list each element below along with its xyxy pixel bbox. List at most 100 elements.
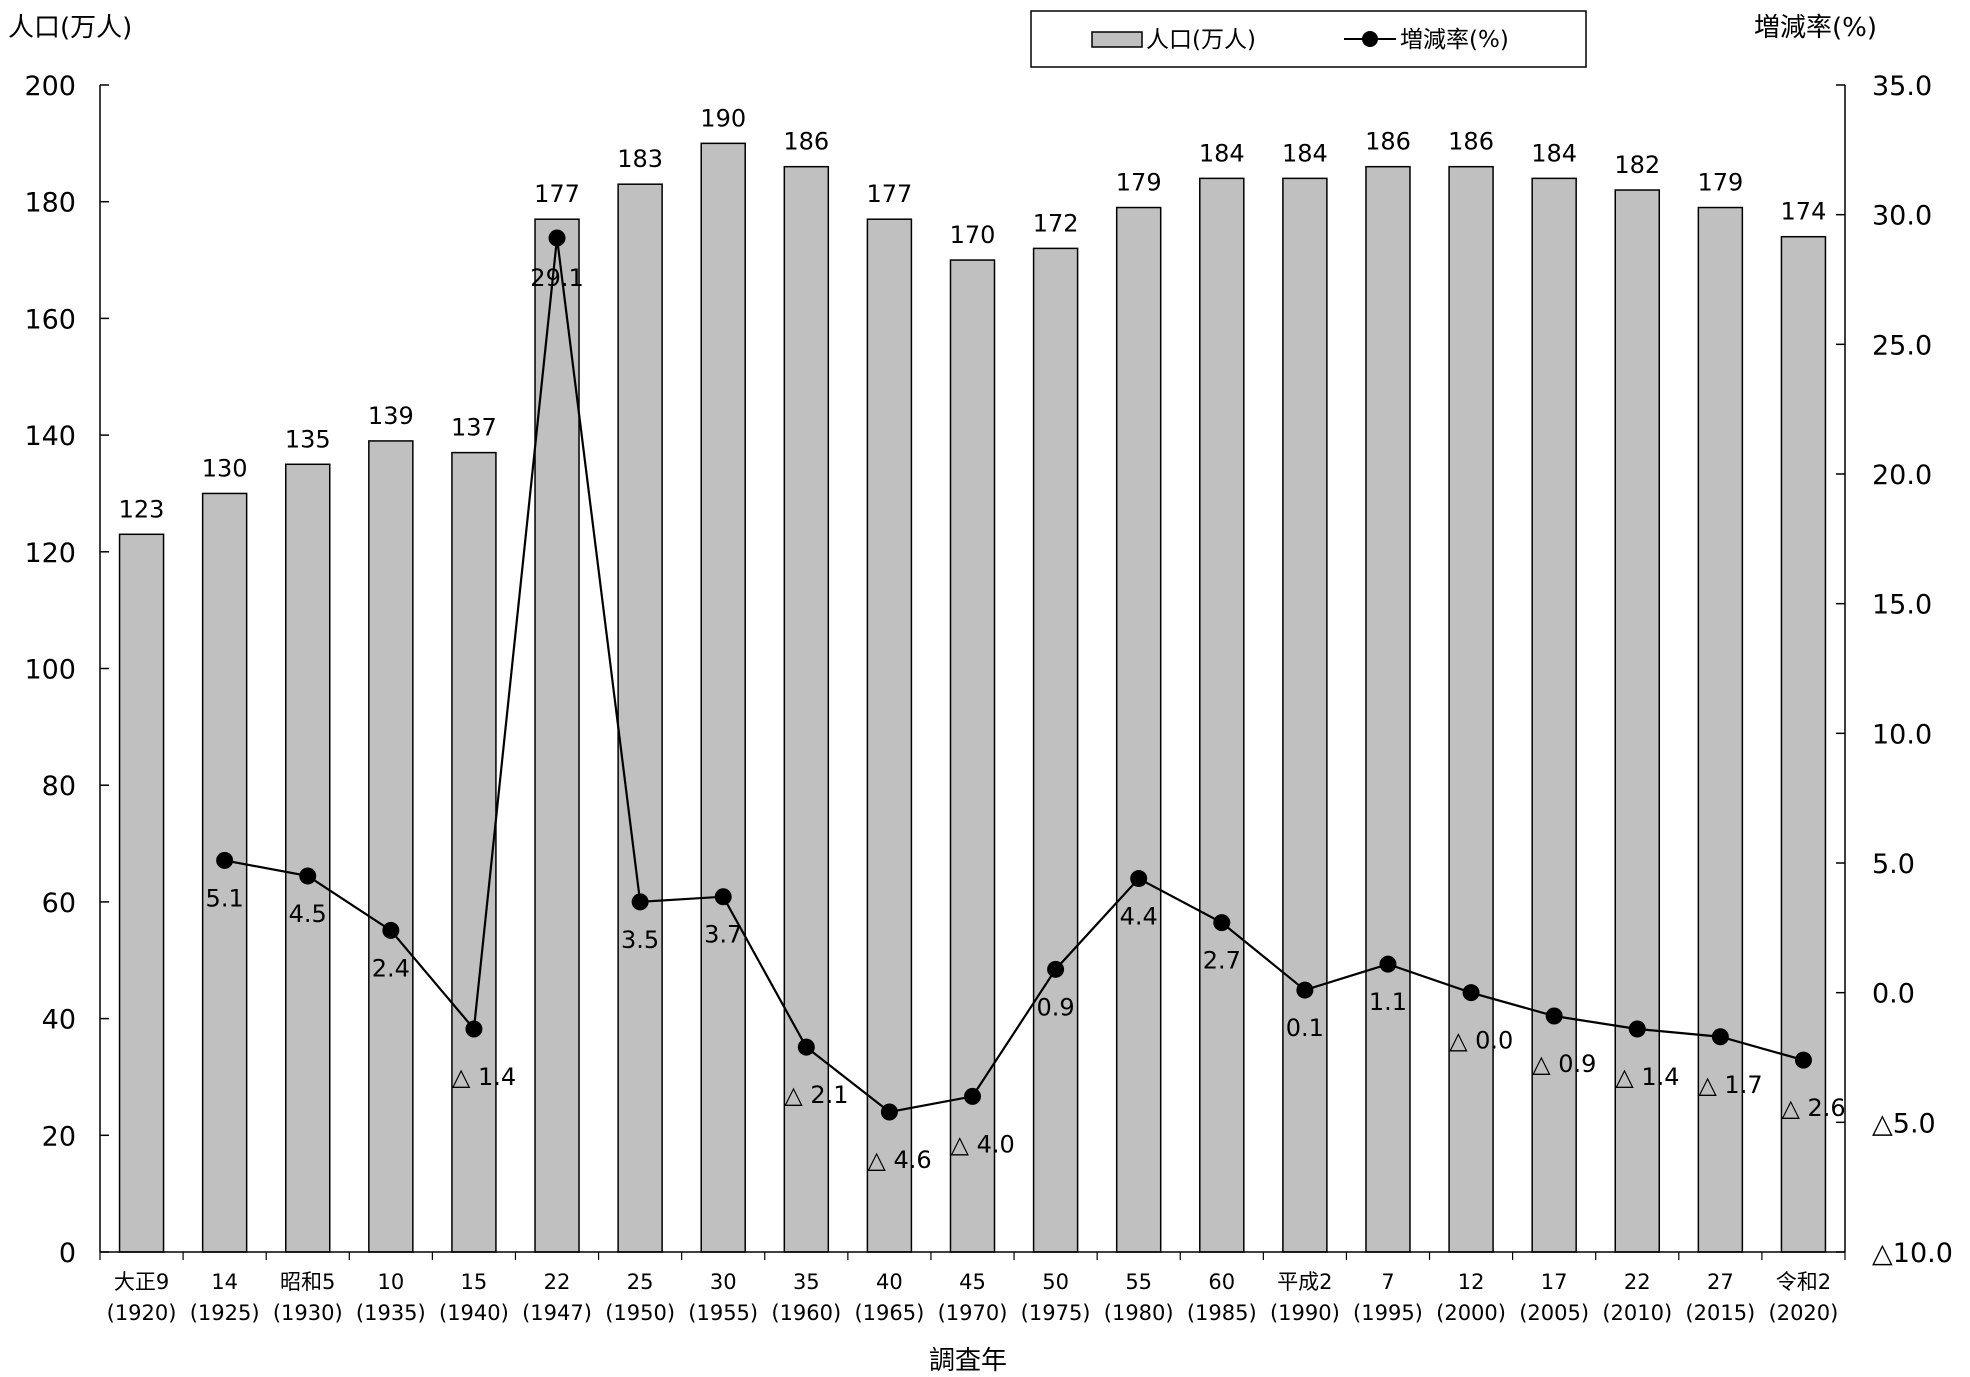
rate-marker bbox=[964, 1087, 981, 1105]
x-tick-label-year: (1975) bbox=[1021, 1301, 1091, 1325]
bars-group bbox=[118, 142, 1827, 1253]
legend-label-population: 人口(万人) bbox=[1146, 27, 1256, 53]
x-tick-label-year: (2010) bbox=[1602, 1301, 1672, 1325]
x-tick-label-era: 22 bbox=[544, 1270, 571, 1294]
rate-marker bbox=[1379, 955, 1397, 973]
rate-marker bbox=[299, 867, 317, 885]
population-bar bbox=[783, 165, 830, 1253]
population-bar bbox=[617, 183, 663, 1253]
population-bar bbox=[1531, 177, 1577, 1253]
right-tick-label: 25.0 bbox=[1872, 330, 1932, 361]
right-axis-title: 増減率(%) bbox=[1754, 13, 1877, 43]
rate-marker bbox=[548, 229, 566, 247]
x-tick-label-era: 昭和5 bbox=[280, 1270, 335, 1294]
x-tick-label-year: (2015) bbox=[1685, 1301, 1755, 1325]
rate-marker bbox=[631, 893, 649, 911]
x-tick-label-year: (2020) bbox=[1769, 1301, 1839, 1325]
rate-marker bbox=[1711, 1028, 1729, 1046]
rate-marker bbox=[1462, 984, 1480, 1002]
population-bar bbox=[700, 142, 746, 1253]
population-value-label: 186 bbox=[783, 128, 829, 156]
x-tick-label-era: 22 bbox=[1624, 1270, 1651, 1294]
population-bar bbox=[368, 440, 414, 1253]
population-bar bbox=[201, 492, 248, 1253]
rate-marker bbox=[1545, 1007, 1563, 1025]
population-value-label: 174 bbox=[1781, 198, 1827, 226]
left-tick-label: 200 bbox=[24, 71, 76, 102]
population-value-label: 179 bbox=[1697, 169, 1743, 197]
left-tick-label: 100 bbox=[24, 655, 76, 686]
left-tick-label: 20 bbox=[42, 1121, 76, 1152]
rate-line-group bbox=[216, 229, 1812, 1121]
rate-value-label: △ 4.0 bbox=[951, 1130, 1015, 1158]
x-tick-label-era: 大正9 bbox=[114, 1270, 169, 1294]
rate-value-label: 3.7 bbox=[704, 921, 742, 949]
legend: 人口(万人) 増減率(%) bbox=[1030, 10, 1587, 68]
axes-group: 0 20 40 60 80 100 120 140 160 180 200 △10.0 △5.0 0.0 5… bbox=[24, 71, 1952, 1325]
x-tick-label-era: 50 bbox=[1042, 1270, 1069, 1294]
x-tick-label-year: (1990) bbox=[1270, 1301, 1340, 1325]
legend-bar-swatch bbox=[1091, 31, 1143, 48]
left-tick-label: 160 bbox=[24, 304, 76, 335]
x-tick-label-year: (1995) bbox=[1353, 1301, 1423, 1325]
x-tick-label-year: (1940) bbox=[439, 1301, 509, 1325]
population-value-label: 139 bbox=[368, 402, 414, 430]
population-value-label: 186 bbox=[1365, 128, 1411, 156]
rate-marker bbox=[1130, 870, 1148, 888]
rate-marker bbox=[1628, 1020, 1646, 1038]
left-tick-label: 180 bbox=[24, 188, 76, 219]
population-bar bbox=[1697, 206, 1744, 1253]
rate-marker bbox=[797, 1038, 815, 1056]
x-tick-label-era: 30 bbox=[710, 1270, 737, 1294]
x-tick-label-year: (1925) bbox=[190, 1301, 260, 1325]
rate-value-label: 0.9 bbox=[1037, 993, 1075, 1021]
right-tick-label: 10.0 bbox=[1872, 719, 1932, 750]
population-bar bbox=[1614, 189, 1661, 1253]
rate-marker bbox=[1047, 960, 1065, 978]
x-tick-label-era: 60 bbox=[1208, 1270, 1235, 1294]
rate-value-label: 4.4 bbox=[1120, 903, 1158, 931]
x-tick-label-year: (2000) bbox=[1436, 1301, 1506, 1325]
rate-value-label: 3.5 bbox=[621, 926, 659, 954]
x-tick-label-era: 27 bbox=[1707, 1270, 1734, 1294]
legend-marker bbox=[1362, 31, 1378, 47]
population-value-label: 184 bbox=[1199, 139, 1245, 167]
x-tick-label-year: (1955) bbox=[688, 1301, 758, 1325]
population-value-label: 177 bbox=[534, 180, 580, 208]
x-tick-label-year: (1985) bbox=[1187, 1301, 1257, 1325]
right-tick-label: △5.0 bbox=[1872, 1108, 1936, 1139]
labels-group: 123 130 135 139 137 177 183 190 186 177 170 172 179 1… bbox=[119, 104, 1846, 1174]
population-value-label: 130 bbox=[202, 454, 248, 482]
population-bar bbox=[1282, 177, 1328, 1253]
rate-value-label: 4.5 bbox=[289, 900, 327, 928]
x-tick-label-era: 7 bbox=[1381, 1270, 1394, 1294]
rate-marker bbox=[216, 851, 234, 869]
x-tick-label-era: 35 bbox=[793, 1270, 820, 1294]
population-value-label: 170 bbox=[950, 221, 996, 249]
left-axis-title: 人口(万人) bbox=[8, 13, 132, 43]
left-tick-label: 40 bbox=[42, 1005, 76, 1036]
x-tick-label-year: (1970) bbox=[938, 1301, 1008, 1325]
population-value-label: 123 bbox=[119, 495, 165, 523]
x-tick-label-era: 12 bbox=[1458, 1270, 1485, 1294]
population-bar bbox=[949, 259, 996, 1253]
population-value-label: 190 bbox=[700, 104, 746, 132]
x-tick-label-year: (1920) bbox=[107, 1301, 177, 1325]
x-tick-label-year: (2005) bbox=[1519, 1301, 1589, 1325]
x-tick-label-era: 平成2 bbox=[1277, 1270, 1332, 1294]
left-tick-label: 140 bbox=[24, 421, 76, 452]
rate-line bbox=[224, 237, 1804, 1114]
x-tick-label-era: 10 bbox=[377, 1270, 404, 1294]
rate-marker bbox=[465, 1020, 483, 1038]
x-tick-label-era: 17 bbox=[1541, 1270, 1568, 1294]
x-axis-title: 調査年 bbox=[929, 1346, 1007, 1376]
rate-marker bbox=[880, 1103, 898, 1121]
x-tick-label-year: (1950) bbox=[605, 1301, 675, 1325]
x-tick-label-era: 15 bbox=[461, 1270, 488, 1294]
rate-value-label: 29.1 bbox=[530, 264, 583, 292]
left-tick-label: 0 bbox=[59, 1238, 76, 1269]
x-tick-label-year: (1930) bbox=[273, 1301, 343, 1325]
rate-marker bbox=[1794, 1051, 1812, 1069]
population-bar bbox=[1199, 177, 1245, 1253]
